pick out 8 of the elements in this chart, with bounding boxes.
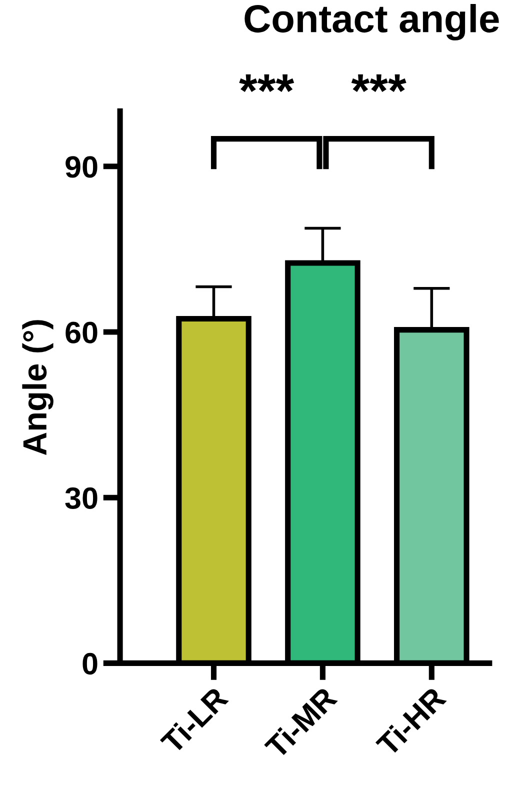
text: ***: [239, 74, 294, 92]
y-tick-label: 60: [66, 322, 98, 344]
y-tick-label: 90: [66, 156, 98, 178]
y-tick-label: 0: [82, 652, 98, 675]
y-axis-title: Angle (°): [22, 320, 54, 456]
text: ***: [351, 74, 406, 92]
chart-title: Contact angle: [244, 4, 499, 40]
y-tick-label: 30: [65, 487, 98, 510]
